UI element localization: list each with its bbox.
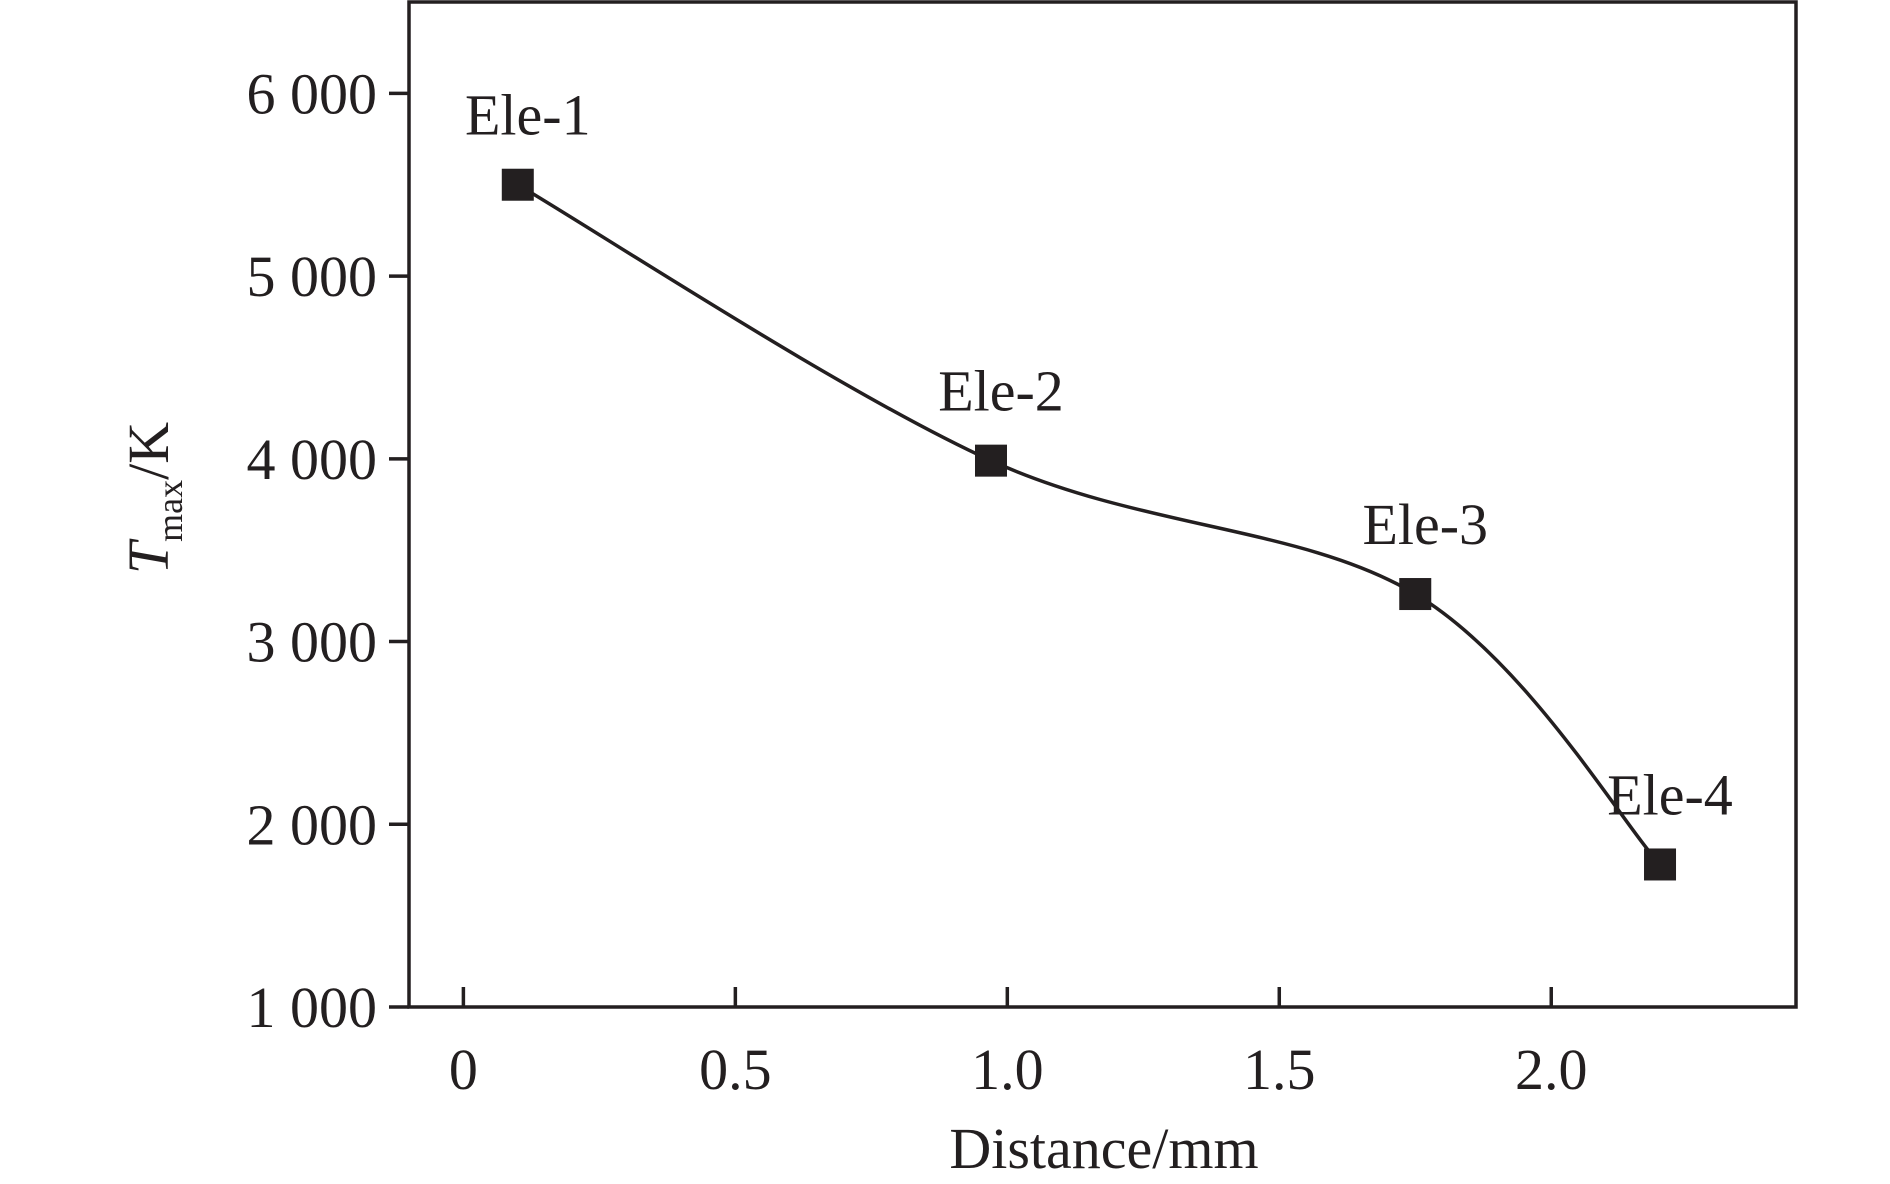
y-tick-label-0: 1 000 <box>247 975 378 1040</box>
point-label-3: Ele-3 <box>1362 492 1488 557</box>
axes: 0 0.5 1.0 1.5 2.0 1 000 2 000 3 000 4 000 5 000 6 … <box>247 0 1798 1102</box>
x-tick-label-4: 2.0 <box>1515 1037 1588 1102</box>
y-tick-label-3: 4 000 <box>247 427 378 492</box>
plot-frame <box>407 0 1798 1009</box>
x-tick-label-0: 0 <box>449 1037 478 1102</box>
y-tick-label-2: 3 000 <box>247 610 378 675</box>
markers <box>501 168 1677 881</box>
series-layer <box>516 183 1662 866</box>
data-point-1 <box>501 168 534 201</box>
y-tick-label-1: 2 000 <box>247 792 378 857</box>
data-point-4 <box>1644 848 1677 881</box>
y-axis-title-main: T <box>116 538 181 574</box>
point-label-4: Ele-4 <box>1607 762 1733 827</box>
x-tick-label-3: 1.5 <box>1243 1037 1316 1102</box>
point-label-2: Ele-2 <box>938 359 1064 424</box>
x-tick-label-1: 0.5 <box>699 1037 772 1102</box>
y-axis-title: Tmax/K <box>116 422 190 574</box>
point-label-1: Ele-1 <box>465 83 591 148</box>
series-line <box>516 183 1662 866</box>
y-tick-label-5: 6 000 <box>247 61 378 126</box>
y-axis-title-unit: /K <box>116 422 181 480</box>
x-axis-title: Distance/mm <box>949 1116 1258 1181</box>
point-labels: Ele-1 Ele-2 Ele-3 Ele-4 <box>465 83 1733 828</box>
y-tick-label-4: 5 000 <box>247 244 378 309</box>
x-tick-label-2: 1.0 <box>971 1037 1044 1102</box>
data-point-3 <box>1399 578 1432 611</box>
y-axis-title-subscript: max <box>150 480 190 542</box>
data-point-2 <box>974 444 1007 477</box>
